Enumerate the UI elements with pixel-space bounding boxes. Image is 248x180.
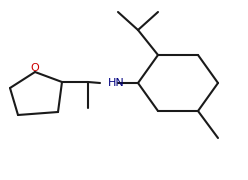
Text: HN: HN xyxy=(108,78,125,88)
Text: O: O xyxy=(31,63,39,73)
